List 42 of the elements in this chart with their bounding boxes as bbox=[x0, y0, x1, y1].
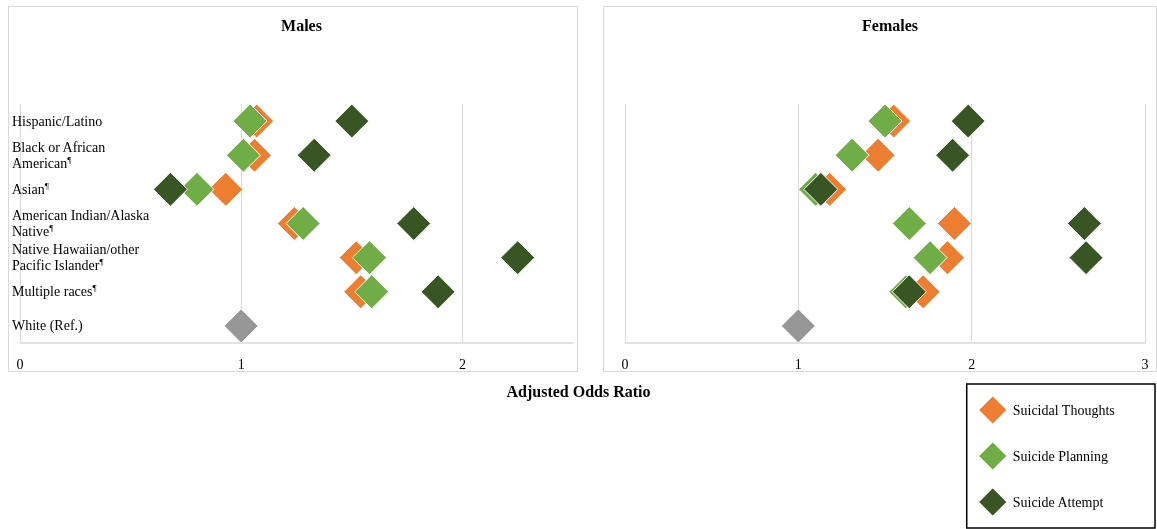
point bbox=[912, 240, 948, 276]
y-tick-label: Hispanic/Latino bbox=[12, 113, 103, 129]
point bbox=[1068, 240, 1104, 276]
point bbox=[352, 240, 387, 276]
point bbox=[891, 206, 927, 241]
point bbox=[1066, 206, 1102, 241]
x-tick-label: 1 bbox=[237, 356, 245, 372]
y-tick-label: White (Ref.) bbox=[12, 318, 84, 335]
point bbox=[354, 274, 390, 310]
chart-title: Females bbox=[862, 16, 918, 34]
x-tick-label: 0 bbox=[16, 356, 24, 372]
y-tick-label: Black or African American¶ bbox=[12, 139, 109, 171]
chart-title: Males bbox=[281, 16, 322, 34]
x-tick-label: 2 bbox=[458, 356, 466, 372]
point bbox=[936, 206, 972, 241]
point bbox=[152, 171, 188, 207]
y-tick-label: Native Hawaiian/other Pacific Islander¶ bbox=[12, 242, 143, 274]
point bbox=[780, 308, 816, 344]
point bbox=[396, 206, 432, 241]
legend-label: Suicide Attempt bbox=[1012, 494, 1104, 510]
y-tick-label: Asian¶ bbox=[12, 180, 49, 197]
point bbox=[867, 103, 903, 139]
x-tick-label: 3 bbox=[1141, 356, 1149, 372]
point bbox=[500, 240, 536, 276]
x-tick-label: 0 bbox=[621, 356, 629, 372]
y-tick-label: American Indian/Alaska Native¶ bbox=[12, 208, 153, 239]
legend-label: Suicide Planning bbox=[1012, 448, 1109, 464]
x-axis-title: Adjusted Odds Ratio bbox=[505, 383, 652, 401]
point bbox=[935, 137, 971, 173]
point bbox=[225, 137, 261, 173]
point bbox=[296, 137, 332, 173]
x-tick-label: 1 bbox=[794, 356, 802, 372]
point bbox=[834, 137, 870, 173]
legend-label: Suicidal Thoughts bbox=[1012, 402, 1115, 418]
x-tick-label: 2 bbox=[968, 356, 976, 372]
point bbox=[223, 308, 259, 344]
point bbox=[334, 103, 370, 139]
y-tick-label: Multiple races¶ bbox=[12, 283, 97, 300]
point bbox=[950, 103, 986, 139]
point bbox=[232, 103, 268, 139]
point bbox=[285, 206, 321, 241]
point bbox=[420, 274, 456, 310]
